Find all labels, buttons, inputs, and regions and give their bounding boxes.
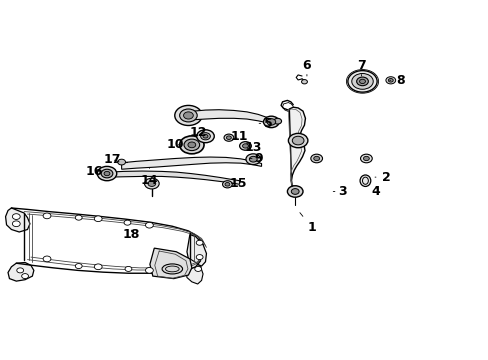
Text: 18: 18 [122, 228, 140, 241]
Text: 6: 6 [302, 59, 310, 76]
Circle shape [242, 144, 248, 148]
Circle shape [196, 130, 214, 143]
Circle shape [351, 73, 372, 89]
Circle shape [124, 220, 131, 225]
Circle shape [183, 112, 193, 119]
Circle shape [144, 178, 159, 189]
Ellipse shape [359, 175, 370, 186]
Circle shape [288, 134, 307, 148]
Circle shape [179, 109, 197, 122]
Circle shape [222, 181, 232, 188]
Circle shape [179, 136, 203, 154]
Text: 17: 17 [103, 153, 121, 166]
Circle shape [12, 221, 20, 226]
Circle shape [266, 119, 275, 125]
Polygon shape [150, 248, 191, 279]
Text: 5: 5 [259, 117, 272, 130]
Polygon shape [5, 208, 30, 232]
Text: 10: 10 [166, 138, 183, 151]
Text: 12: 12 [189, 126, 206, 139]
Circle shape [387, 78, 392, 82]
Circle shape [145, 267, 153, 273]
Circle shape [347, 71, 376, 92]
Text: 9: 9 [249, 152, 263, 165]
Text: 4: 4 [371, 185, 380, 198]
Text: 15: 15 [229, 177, 247, 190]
Circle shape [148, 181, 156, 186]
Circle shape [301, 80, 307, 84]
Text: 7: 7 [356, 59, 365, 76]
Circle shape [363, 156, 368, 161]
Polygon shape [122, 157, 261, 169]
Circle shape [94, 216, 102, 222]
Circle shape [125, 266, 132, 271]
Circle shape [224, 183, 229, 186]
Polygon shape [289, 107, 305, 193]
Polygon shape [8, 262, 34, 281]
Circle shape [12, 214, 20, 220]
Circle shape [196, 255, 203, 260]
Polygon shape [185, 259, 203, 284]
Circle shape [75, 215, 82, 220]
Circle shape [187, 142, 195, 148]
Circle shape [226, 136, 231, 139]
Circle shape [194, 266, 201, 271]
Circle shape [359, 79, 365, 84]
Circle shape [97, 166, 117, 181]
Circle shape [101, 169, 113, 178]
Text: 3: 3 [332, 185, 346, 198]
Circle shape [196, 240, 203, 245]
Circle shape [94, 264, 102, 270]
Circle shape [385, 77, 395, 84]
Circle shape [224, 134, 233, 141]
Text: 16: 16 [85, 165, 103, 177]
Circle shape [200, 133, 210, 140]
Circle shape [360, 154, 371, 163]
Circle shape [356, 77, 367, 86]
Circle shape [174, 105, 202, 126]
Circle shape [104, 171, 110, 176]
Text: 8: 8 [389, 74, 404, 87]
Circle shape [239, 141, 251, 150]
Text: 1: 1 [299, 213, 316, 234]
Circle shape [291, 189, 299, 194]
Circle shape [287, 186, 303, 197]
Ellipse shape [162, 264, 182, 274]
Text: 2: 2 [374, 171, 389, 184]
Circle shape [245, 154, 260, 165]
Circle shape [21, 274, 28, 279]
Circle shape [249, 156, 257, 162]
Text: 14: 14 [141, 168, 158, 187]
Circle shape [313, 156, 319, 161]
Circle shape [17, 268, 23, 273]
Circle shape [310, 154, 322, 163]
Polygon shape [193, 110, 271, 125]
Text: 13: 13 [244, 140, 262, 153]
Polygon shape [186, 234, 206, 266]
Circle shape [75, 264, 82, 269]
Circle shape [145, 222, 153, 228]
Text: 11: 11 [230, 130, 248, 144]
Polygon shape [109, 171, 239, 184]
Circle shape [118, 159, 125, 165]
Circle shape [273, 118, 281, 124]
Circle shape [292, 136, 304, 145]
Circle shape [183, 139, 199, 150]
Circle shape [43, 256, 51, 262]
Circle shape [263, 116, 279, 128]
Circle shape [203, 134, 207, 138]
Circle shape [43, 213, 51, 219]
